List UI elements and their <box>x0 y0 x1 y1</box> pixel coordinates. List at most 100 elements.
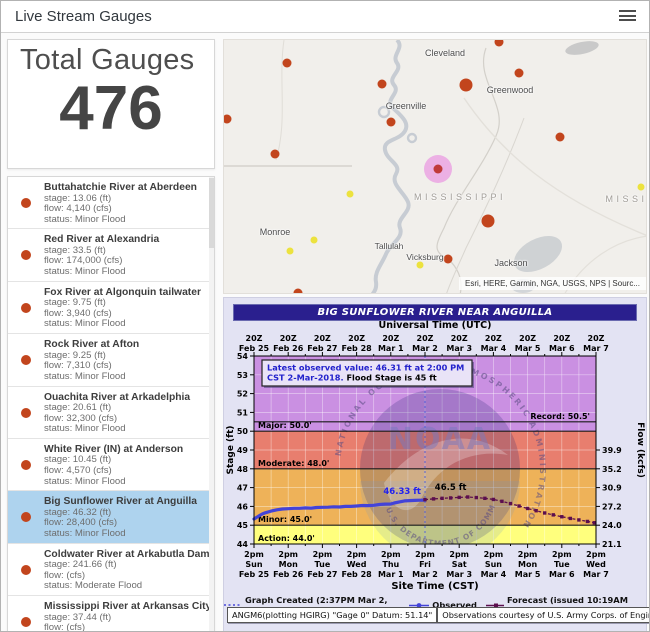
gauge-marker[interactable] <box>416 261 424 269</box>
gauge-status-dot-icon <box>21 512 31 523</box>
svg-text:2pm: 2pm <box>381 550 401 559</box>
gage-datum-box: ANGM6(plotting HGIRG) "Gage 0" Datum: 51… <box>227 607 438 623</box>
svg-text:2pm: 2pm <box>518 550 538 559</box>
svg-text:2pm: 2pm <box>586 550 606 559</box>
gauge-stage: stage: 9.25 (ft) <box>44 349 106 361</box>
svg-text:47: 47 <box>237 484 248 493</box>
chart-bottom-axis-title: Site Time (CST) <box>391 581 479 592</box>
dotted-line-icon <box>224 604 243 606</box>
legend-item-observed: Observed <box>409 600 477 610</box>
gauge-stage: stage: 13.06 (ft) <box>44 192 112 204</box>
gauge-name: Rock River at Afton <box>44 339 140 351</box>
svg-text:Feb 25: Feb 25 <box>239 344 270 353</box>
svg-text:CST 2-Mar-2018. Flood Stage is: CST 2-Mar-2018. Flood Stage is 45 ft <box>267 373 437 383</box>
gauge-marker[interactable] <box>224 114 232 124</box>
menu-icon[interactable] <box>619 10 636 23</box>
chart-footer: ANGM6(plotting HGIRG) "Gage 0" Datum: 51… <box>227 607 649 623</box>
gauge-list-item[interactable]: Coldwater River at Arkabutla Dam stage: 2… <box>8 543 214 597</box>
gauge-stage: stage: 37.44 (ft) <box>44 611 112 623</box>
gauge-marker[interactable] <box>270 149 280 159</box>
svg-text:Wed: Wed <box>586 560 606 569</box>
map-label: Monroe <box>259 227 291 237</box>
gauge-flow: flow: 3,940 (cfs) <box>44 307 112 319</box>
gauge-status-dot-icon <box>21 355 31 366</box>
gauge-list-item[interactable]: Buttahatchie River at Aberdeen stage: 13.… <box>8 177 214 230</box>
total-gauges-panel: Total Gauges 476 <box>7 39 215 169</box>
observed-line <box>252 498 427 521</box>
gauge-status-dot-icon <box>21 617 31 628</box>
gauge-marker[interactable] <box>282 58 292 68</box>
svg-text:24.0: 24.0 <box>602 521 622 530</box>
gauge-status: status: Minor Flood <box>44 318 126 330</box>
map-label: Vicksburg <box>406 252 444 262</box>
svg-text:Tue: Tue <box>315 560 331 569</box>
svg-text:Minor: 45.0': Minor: 45.0' <box>258 515 312 524</box>
gauge-marker[interactable] <box>293 288 303 295</box>
svg-text:Sat: Sat <box>452 560 467 569</box>
svg-text:2pm: 2pm <box>415 550 435 559</box>
svg-text:Moderate: 48.0': Moderate: 48.0' <box>258 459 329 468</box>
gauge-marker[interactable] <box>514 68 524 78</box>
svg-text:Record: 50.5': Record: 50.5' <box>530 412 590 421</box>
total-gauges-count: 476 <box>59 74 163 143</box>
gauge-list-item[interactable]: White River (IN) at Anderson stage: 10.45… <box>8 438 214 492</box>
svg-text:35.2: 35.2 <box>602 465 622 474</box>
svg-text:45: 45 <box>237 521 249 530</box>
svg-text:Latest observed value: 46.31 f: Latest observed value: 46.31 ft at 2:00 … <box>267 363 464 373</box>
gauge-list-item[interactable]: Fox River at Algonquin tailwater stage: 9… <box>8 281 214 335</box>
svg-text:Feb 27: Feb 27 <box>307 344 337 353</box>
map-label: Cleveland <box>424 48 466 58</box>
gauge-list-item[interactable]: Rock River at Afton stage: 9.25 (ft) flow:… <box>8 334 214 387</box>
svg-text:46: 46 <box>237 502 249 511</box>
gauge-marker[interactable] <box>286 247 294 255</box>
gauge-marker[interactable] <box>481 214 495 228</box>
gauge-flow: flow: 7,310 (cfs) <box>44 360 112 372</box>
gauge-marker[interactable] <box>637 183 645 191</box>
svg-text:Mar 1: Mar 1 <box>378 344 404 353</box>
svg-text:50: 50 <box>237 427 249 436</box>
gauge-marker[interactable] <box>346 190 354 198</box>
svg-text:Action: 44.0': Action: 44.0' <box>258 534 315 543</box>
svg-text:20Z: 20Z <box>246 334 263 343</box>
gauge-marker[interactable] <box>433 164 443 174</box>
gauge-marker[interactable] <box>555 132 565 142</box>
svg-text:Sun: Sun <box>245 560 262 569</box>
gauge-marker[interactable] <box>459 78 473 92</box>
svg-text:Wed: Wed <box>347 560 367 569</box>
svg-text:51: 51 <box>237 408 249 417</box>
gauge-status: status: Minor Flood <box>44 266 126 278</box>
svg-text:Mon: Mon <box>279 560 298 569</box>
gauge-marker[interactable] <box>377 79 387 89</box>
total-gauges-title: Total Gauges <box>20 44 195 76</box>
hydrograph-plot: NATIONAL OCEANIC AND ATMOSPHERIC ADMINIS… <box>226 334 645 579</box>
map-label: MISSISSIPPI <box>413 192 507 202</box>
gauge-list-item[interactable]: Big Sunflower River at Anguilla stage: 46… <box>8 491 214 544</box>
svg-text:Mar 4: Mar 4 <box>481 344 507 353</box>
gauge-marker[interactable] <box>310 236 318 244</box>
svg-text:2pm: 2pm <box>484 550 504 559</box>
list-scrollbar[interactable] <box>209 177 214 631</box>
map-label: Greenwood <box>486 85 534 95</box>
gauge-name: Red River at Alexandria <box>44 234 160 246</box>
gauge-status-dot-icon <box>21 459 31 470</box>
svg-text:27.2: 27.2 <box>602 502 622 511</box>
gauge-list-item[interactable]: Ouachita River at Arkadelphia stage: 20.6… <box>8 386 214 439</box>
svg-text:Mar 2: Mar 2 <box>412 570 438 579</box>
svg-text:Fri: Fri <box>419 560 431 569</box>
map-panel[interactable]: Cleveland Greenwood Greenville MISSISSIPPI M… <box>223 39 647 294</box>
gauge-name: Ouachita River at Arkadelphia <box>44 391 191 403</box>
svg-text:Stage (ft): Stage (ft) <box>226 426 236 475</box>
svg-text:21.1: 21.1 <box>602 540 622 549</box>
gauge-status-dot-icon <box>21 564 31 575</box>
gauge-marker[interactable] <box>443 254 453 264</box>
gauge-list-item[interactable]: Red River at Alexandria stage: 33.5 (ft) f… <box>8 229 214 282</box>
gauge-marker[interactable] <box>386 117 396 127</box>
gauge-list-item[interactable]: Mississippi River at Arkansas City stage:… <box>8 596 214 631</box>
svg-text:2pm: 2pm <box>278 550 298 559</box>
svg-text:2pm: 2pm <box>449 550 469 559</box>
svg-text:44: 44 <box>237 540 249 549</box>
svg-text:39.9: 39.9 <box>602 446 622 455</box>
gauge-name: Fox River at Algonquin tailwater <box>44 286 201 298</box>
gauge-marker[interactable] <box>494 40 504 47</box>
svg-text:Feb 25: Feb 25 <box>239 570 270 579</box>
